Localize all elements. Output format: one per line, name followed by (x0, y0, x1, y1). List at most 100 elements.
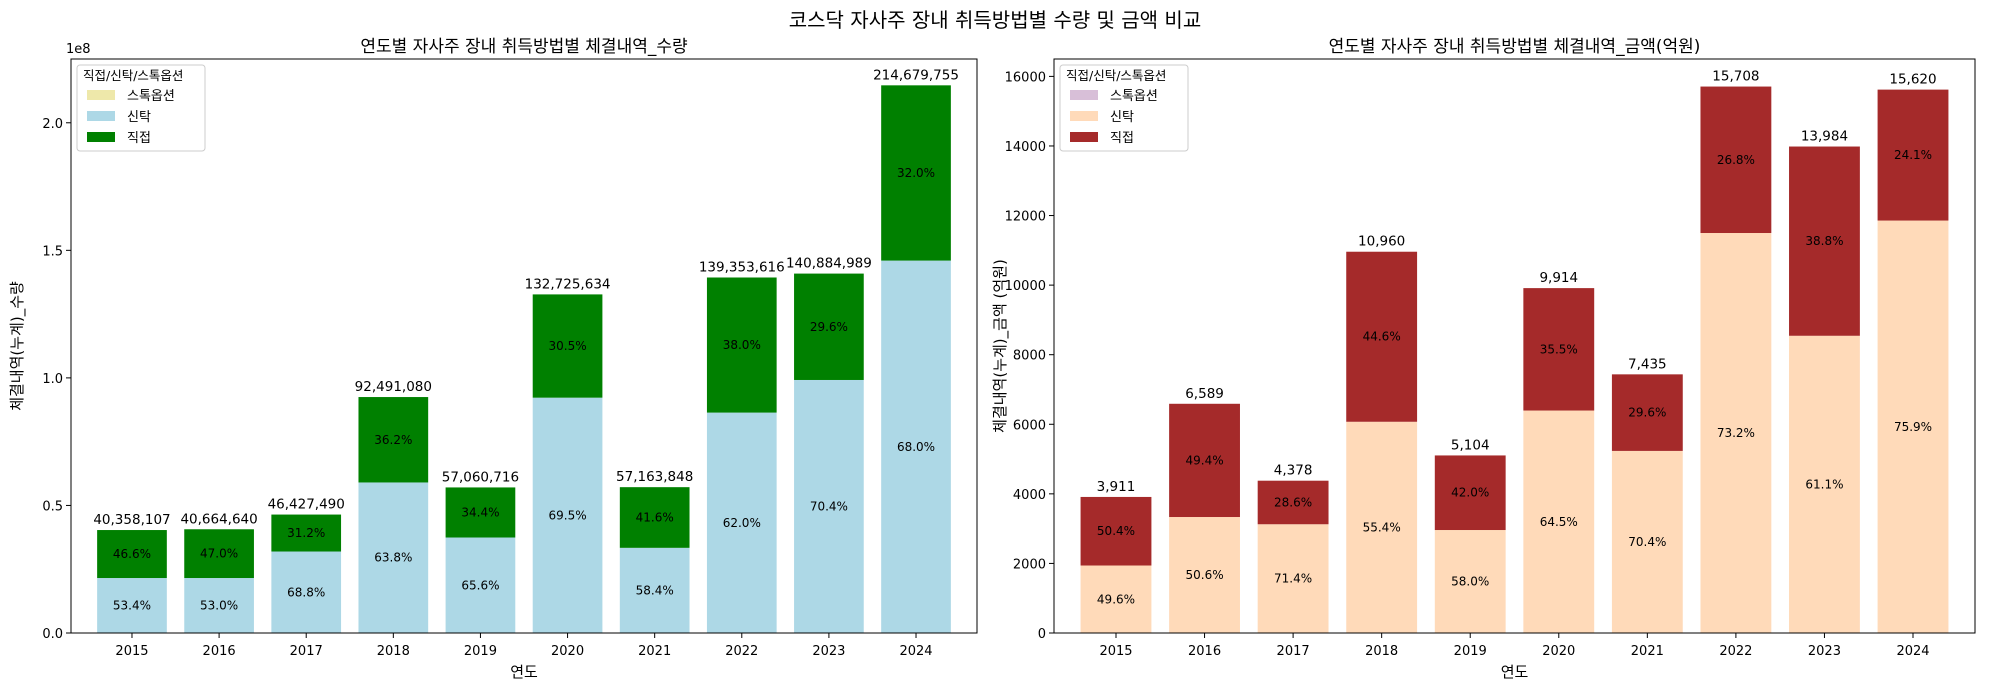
bar-직접-2021 (1611, 374, 1683, 451)
bar-percent-label: 49.4% (1185, 453, 1223, 467)
y-tick-label: 0.0 (42, 627, 63, 642)
bar-직접-2017 (1257, 480, 1329, 525)
legend-box (76, 64, 206, 152)
bar-직접-2016 (184, 529, 254, 579)
bar-total-label: 214,679,755 (873, 67, 959, 83)
bar-percent-label: 24.1% (1894, 148, 1932, 162)
bar-total-label: 140,884,989 (786, 256, 872, 272)
legend-label: 직접 (127, 131, 151, 146)
bar-신탁-2022 (706, 412, 777, 633)
bar-직접-2021 (619, 487, 690, 548)
chart-title: 연도별 자사주 장내 취득방법별 체결내역_금액(억원) (1329, 37, 1701, 57)
bar-신탁-2016 (184, 578, 254, 633)
x-tick-label: 2015 (115, 644, 148, 659)
bar-신탁-2024 (881, 260, 951, 633)
bar-신탁-2019 (445, 537, 516, 633)
bar-percent-label: 38.0% (723, 338, 761, 352)
bar-total-label: 40,358,107 (93, 512, 170, 528)
bar-percent-label: 44.6% (1363, 330, 1401, 344)
bar-percent-label: 29.6% (1628, 406, 1666, 420)
bar-percent-label: 26.8% (1717, 153, 1755, 167)
bar-percent-label: 62.0% (723, 516, 761, 530)
y-axis-label: 체결내역(누계)_수량 (8, 281, 27, 411)
bar-total-label: 13,984 (1801, 129, 1848, 145)
bar-percent-label: 73.2% (1717, 426, 1755, 440)
x-tick-label: 2017 (1277, 644, 1310, 659)
bar-직접-2022 (706, 277, 777, 413)
bar-신탁-2017 (271, 551, 342, 633)
bar-percent-label: 65.6% (461, 578, 499, 592)
x-tick-label: 2023 (812, 644, 845, 659)
bar-percent-label: 47.0% (200, 547, 238, 561)
x-tick-label: 2016 (1188, 644, 1221, 659)
x-tick-label: 2019 (1454, 644, 1487, 659)
bar-직접-2023 (794, 273, 864, 380)
x-tick-label: 2020 (1542, 644, 1575, 659)
y-offset-label: 1e8 (66, 42, 91, 57)
bar-신탁-2021 (619, 547, 690, 633)
bar-percent-label: 75.9% (1894, 420, 1932, 434)
bar-percent-label: 30.5% (548, 339, 586, 353)
bar-직접-2024 (1877, 89, 1949, 221)
bar-신탁-2018 (1346, 421, 1418, 633)
bar-total-label: 7,435 (1628, 356, 1667, 372)
y-tick-label: 1.5 (42, 244, 63, 259)
y-tick-label: 8000 (1013, 349, 1046, 364)
bar-신탁-2015 (97, 578, 167, 633)
bar-percent-label: 41.6% (636, 511, 674, 525)
bar-total-label: 10,960 (1358, 234, 1405, 250)
legend-swatch-직접 (1070, 132, 1098, 142)
legend-swatch-신탁 (87, 111, 115, 121)
x-tick-label: 2016 (203, 644, 236, 659)
x-axis-label: 연도 (1501, 663, 1529, 681)
bar-percent-label: 71.4% (1274, 572, 1312, 586)
x-tick-label: 2018 (377, 644, 410, 659)
bar-percent-label: 49.6% (1097, 592, 1135, 606)
bar-직접-2016 (1169, 403, 1240, 518)
legend-swatch-스톡옵션 (1070, 90, 1098, 100)
bar-직접-2020 (532, 294, 603, 398)
bar-신탁-2016 (1169, 517, 1240, 633)
bar-직접-2018 (358, 397, 429, 483)
figure-suptitle: 코스닥 자사주 장내 취득방법별 수량 및 금액 비교 (789, 8, 1202, 32)
bar-total-label: 46,427,490 (268, 497, 345, 513)
y-tick-label: 10000 (1005, 279, 1046, 294)
bar-신탁-2023 (1789, 335, 1860, 633)
x-tick-label: 2017 (290, 644, 323, 659)
bar-percent-label: 70.4% (810, 499, 848, 513)
y-tick-label: 6000 (1013, 418, 1046, 433)
y-tick-label: 12000 (1005, 210, 1046, 225)
bar-신탁-2022 (1700, 233, 1772, 633)
legend-title: 직접/신탁/스톡옵션 (83, 68, 183, 83)
bar-신탁-2017 (1257, 524, 1329, 633)
axes-frame (1053, 58, 1976, 634)
x-tick-label: 2022 (725, 644, 758, 659)
bar-직접-2017 (271, 514, 342, 552)
legend-title: 직접/신탁/스톡옵션 (1066, 68, 1166, 83)
bar-percent-label: 35.5% (1540, 342, 1578, 356)
x-tick-label: 2021 (638, 644, 671, 659)
bar-신탁-2023 (794, 379, 864, 633)
y-tick-label: 14000 (1005, 140, 1046, 155)
bar-직접-2024 (881, 85, 951, 261)
bar-total-label: 92,491,080 (355, 379, 432, 395)
chart-title: 연도별 자사주 장내 취득방법별 체결내역_수량 (360, 37, 688, 57)
legend-label: 신탁 (1110, 110, 1134, 125)
legend-label: 스톡옵션 (127, 89, 175, 104)
bar-percent-label: 68.8% (287, 585, 325, 599)
x-tick-label: 2020 (551, 644, 584, 659)
bar-percent-label: 29.6% (810, 320, 848, 334)
y-tick-label: 4000 (1013, 488, 1046, 503)
bar-percent-label: 58.0% (1451, 575, 1489, 589)
x-tick-label: 2015 (1099, 644, 1132, 659)
axes-frame (70, 58, 978, 634)
bar-total-label: 5,104 (1451, 437, 1490, 453)
chart-panel-2: 연도별 자사주 장내 취득방법별 체결내역_금액(억원) 49.6% 50.6% 71… (991, 37, 1976, 681)
legend-swatch-스톡옵션 (87, 90, 115, 100)
bar-percent-label: 53.0% (200, 599, 238, 613)
bar-직접-2018 (1346, 251, 1418, 422)
legend-swatch-신탁 (1070, 111, 1098, 121)
bar-percent-label: 32.0% (897, 166, 935, 180)
bar-percent-label: 38.8% (1805, 234, 1843, 248)
